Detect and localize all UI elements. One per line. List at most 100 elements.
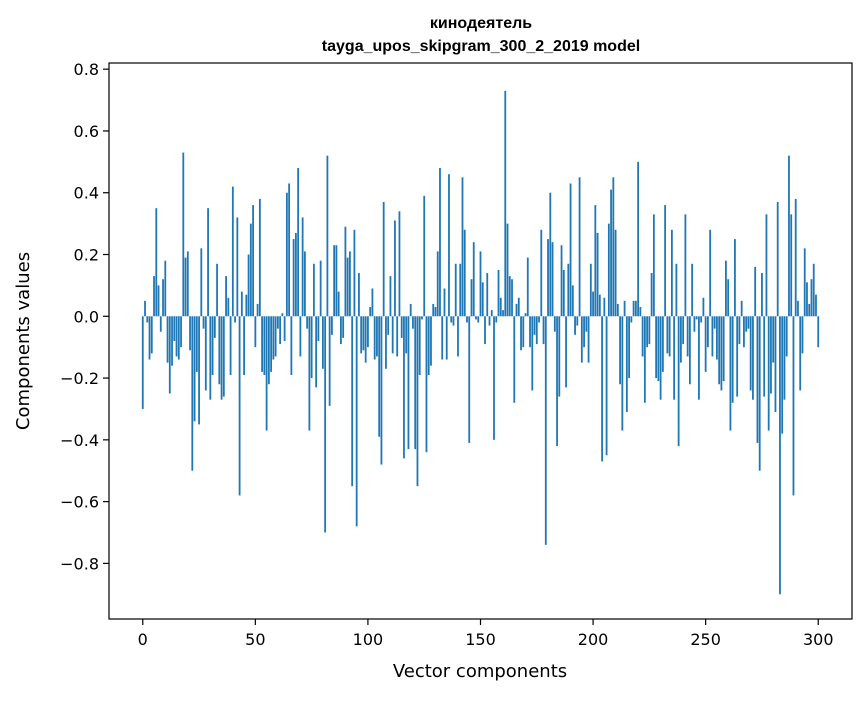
bar-295 xyxy=(806,282,808,317)
bar-230 xyxy=(659,316,662,400)
bar-171 xyxy=(526,257,529,317)
bar-66 xyxy=(290,316,293,375)
bar-120 xyxy=(412,316,414,329)
bar-226 xyxy=(650,273,653,317)
bar-263 xyxy=(734,239,736,317)
bar-249 xyxy=(702,297,705,317)
bar-296 xyxy=(808,303,811,317)
bar-238 xyxy=(677,316,680,447)
bar-145 xyxy=(468,316,471,443)
bar-169 xyxy=(522,316,525,348)
bar-279 xyxy=(770,316,772,394)
bar-87 xyxy=(337,291,340,317)
bar-102 xyxy=(371,288,374,317)
bar-11 xyxy=(166,316,169,363)
bar-246 xyxy=(695,316,698,320)
bar-99 xyxy=(364,316,367,363)
bar-117 xyxy=(405,316,408,354)
bar-100 xyxy=(367,316,369,348)
bar-277 xyxy=(765,214,768,317)
y-tick-label: 0.4 xyxy=(74,184,99,203)
bar-164 xyxy=(511,279,513,317)
bar-288 xyxy=(790,214,793,317)
bar-113 xyxy=(396,316,399,357)
bar-237 xyxy=(675,263,678,317)
bar-285 xyxy=(783,316,786,400)
bar-221 xyxy=(639,307,642,317)
bar-147 xyxy=(472,242,475,317)
bar-298 xyxy=(812,263,815,317)
bar-220 xyxy=(637,161,640,317)
bar-159 xyxy=(499,297,502,317)
bar-92 xyxy=(349,251,351,317)
bar-131 xyxy=(436,251,439,317)
bar-63 xyxy=(283,316,286,341)
bar-293 xyxy=(801,316,804,354)
bar-105 xyxy=(378,316,381,437)
bar-104 xyxy=(376,316,378,357)
bar-189 xyxy=(567,263,570,317)
bar-125 xyxy=(423,195,426,317)
bar-146 xyxy=(470,279,473,317)
bar-26 xyxy=(200,248,203,317)
bar-122 xyxy=(416,316,419,487)
bar-114 xyxy=(398,211,401,317)
bar-253 xyxy=(711,316,714,357)
bar-43 xyxy=(238,316,241,496)
bar-64 xyxy=(285,192,288,317)
bar-287 xyxy=(788,155,790,317)
bar-106 xyxy=(380,316,383,465)
x-tick-label: 50 xyxy=(245,630,265,649)
bar-54 xyxy=(263,316,266,375)
bar-112 xyxy=(394,220,396,317)
bar-275 xyxy=(761,273,763,317)
bar-241 xyxy=(684,214,687,317)
bar-28 xyxy=(204,316,207,391)
bar-294 xyxy=(803,248,806,317)
bar-158 xyxy=(497,269,500,317)
bar-251 xyxy=(707,316,709,348)
bar-162 xyxy=(506,223,509,317)
bar-261 xyxy=(729,316,732,431)
bar-6 xyxy=(155,208,158,317)
bar-267 xyxy=(743,316,745,348)
bar-81 xyxy=(324,316,327,533)
bar-228 xyxy=(655,316,658,379)
bar-172 xyxy=(529,316,531,348)
bar-44 xyxy=(240,291,243,317)
bar-151 xyxy=(481,282,484,317)
bar-262 xyxy=(731,316,734,403)
bar-270 xyxy=(749,316,752,391)
bar-235 xyxy=(670,229,673,317)
bar-176 xyxy=(538,316,540,323)
bar-299 xyxy=(815,294,817,317)
bar-297 xyxy=(810,279,813,317)
bar-10 xyxy=(164,260,167,317)
bar-256 xyxy=(718,316,721,385)
bar-194 xyxy=(578,177,581,317)
bar-70 xyxy=(299,316,302,357)
bar-254 xyxy=(713,316,716,329)
bar-17 xyxy=(180,316,182,348)
bar-218 xyxy=(632,300,635,317)
bar-198 xyxy=(587,316,590,363)
bar-62 xyxy=(281,313,284,317)
bar-84 xyxy=(331,316,333,335)
bar-53 xyxy=(261,316,263,372)
bar-138 xyxy=(452,316,455,326)
bar-36 xyxy=(222,316,225,397)
bar-247 xyxy=(698,316,700,400)
bar-101 xyxy=(369,307,372,317)
bar-210 xyxy=(614,229,617,317)
bar-50 xyxy=(254,316,257,348)
bar-27 xyxy=(202,316,205,329)
bar-264 xyxy=(736,316,739,397)
bar-150 xyxy=(479,251,482,317)
bar-23 xyxy=(193,316,196,422)
bar-201 xyxy=(594,205,597,317)
bar-180 xyxy=(547,239,549,317)
bar-242 xyxy=(686,316,689,357)
bar-258 xyxy=(722,316,725,382)
bar-222 xyxy=(641,316,644,357)
